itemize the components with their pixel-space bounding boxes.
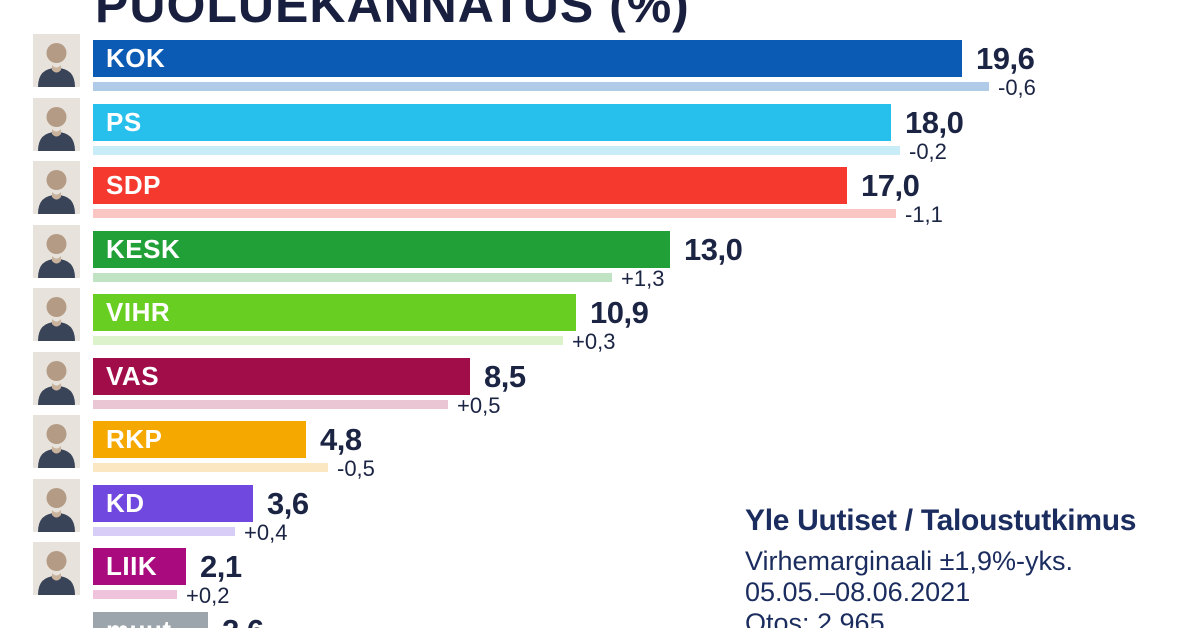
leader-photo-kesk xyxy=(33,225,80,278)
margin-of-error: Virhemarginaali ±1,9%-yks. xyxy=(745,546,1073,576)
party-label-kok: KOK xyxy=(106,43,166,73)
sample-size: Otos: 2 965 xyxy=(745,608,885,628)
person-icon xyxy=(33,352,80,405)
support-value-kesk: 13,0 xyxy=(684,232,743,267)
leader-photo-kd xyxy=(33,479,80,532)
date-range: 05.05.–08.06.2021 xyxy=(745,577,971,607)
person-icon xyxy=(33,161,80,214)
change-value-liik: +0,2 xyxy=(186,583,230,608)
party-label-ps: PS xyxy=(106,107,142,137)
previous-support-bar-ps xyxy=(93,146,900,155)
leader-photo-liik xyxy=(33,542,80,595)
support-bar-muut: muut xyxy=(93,612,208,628)
previous-support-bar-vas xyxy=(93,400,448,409)
support-value-sdp: 17,0 xyxy=(861,168,920,203)
support-bar-kok: KOK xyxy=(93,40,962,77)
support-value-rkp: 4,8 xyxy=(320,422,362,457)
previous-support-bar-vihr xyxy=(93,336,563,345)
party-label-kd: KD xyxy=(106,488,145,518)
leader-photo-vas xyxy=(33,352,80,405)
support-bar-ps: PS xyxy=(93,104,891,141)
support-bar-vas: VAS xyxy=(93,358,470,395)
person-icon xyxy=(33,225,80,278)
change-value-sdp: -1,1 xyxy=(905,202,943,227)
support-value-muut: 2,6 xyxy=(222,612,264,628)
person-icon xyxy=(33,288,80,341)
leader-photo-vihr xyxy=(33,288,80,341)
party-label-vihr: VIHR xyxy=(106,297,171,327)
previous-support-bar-liik xyxy=(93,590,177,599)
leader-photo-kok xyxy=(33,34,80,87)
party-label-kesk: KESK xyxy=(106,234,181,264)
change-value-kok: -0,6 xyxy=(998,75,1036,100)
support-value-ps: 18,0 xyxy=(905,105,964,140)
leader-photo-sdp xyxy=(33,161,80,214)
party-label-muut: muut xyxy=(93,615,172,628)
chart-title: PUOLUEKANNATUS (%) xyxy=(95,0,690,33)
change-value-vihr: +0,3 xyxy=(572,329,616,354)
change-value-kd: +0,4 xyxy=(244,520,288,545)
leader-photo-ps xyxy=(33,98,80,151)
leader-photo-rkp xyxy=(33,415,80,468)
change-value-kesk: +1,3 xyxy=(621,266,665,291)
change-value-vas: +0,5 xyxy=(457,393,501,418)
previous-support-bar-kd xyxy=(93,527,235,536)
support-bar-liik: LIIK xyxy=(93,548,186,585)
party-label-sdp: SDP xyxy=(106,170,161,200)
party-label-liik: LIIK xyxy=(106,551,158,581)
party-label-rkp: RKP xyxy=(106,424,163,454)
support-value-vas: 8,5 xyxy=(484,359,526,394)
support-value-vihr: 10,9 xyxy=(590,295,649,330)
previous-support-bar-sdp xyxy=(93,209,896,218)
source-name: Yle Uutiset / Taloustutkimus xyxy=(745,504,1137,537)
source-block: Yle Uutiset / Taloustutkimus Virhemargin… xyxy=(745,504,1136,628)
party-label-vas: VAS xyxy=(106,361,160,391)
previous-support-bar-rkp xyxy=(93,463,328,472)
person-icon xyxy=(33,415,80,468)
support-bar-rkp: RKP xyxy=(93,421,306,458)
support-bar-sdp: SDP xyxy=(93,167,847,204)
support-bar-vihr: VIHR xyxy=(93,294,576,331)
change-value-rkp: -0,5 xyxy=(337,456,375,481)
change-value-ps: -0,2 xyxy=(909,139,947,164)
support-value-kok: 19,6 xyxy=(976,41,1035,76)
person-icon xyxy=(33,542,80,595)
support-bar-kd: KD xyxy=(93,485,253,522)
person-icon xyxy=(33,479,80,532)
support-value-liik: 2,1 xyxy=(200,549,242,584)
support-value-kd: 3,6 xyxy=(267,486,309,521)
support-bar-kesk: KESK xyxy=(93,231,670,268)
person-icon xyxy=(33,34,80,87)
previous-support-bar-kesk xyxy=(93,273,612,282)
person-icon xyxy=(33,98,80,151)
previous-support-bar-kok xyxy=(93,82,989,91)
